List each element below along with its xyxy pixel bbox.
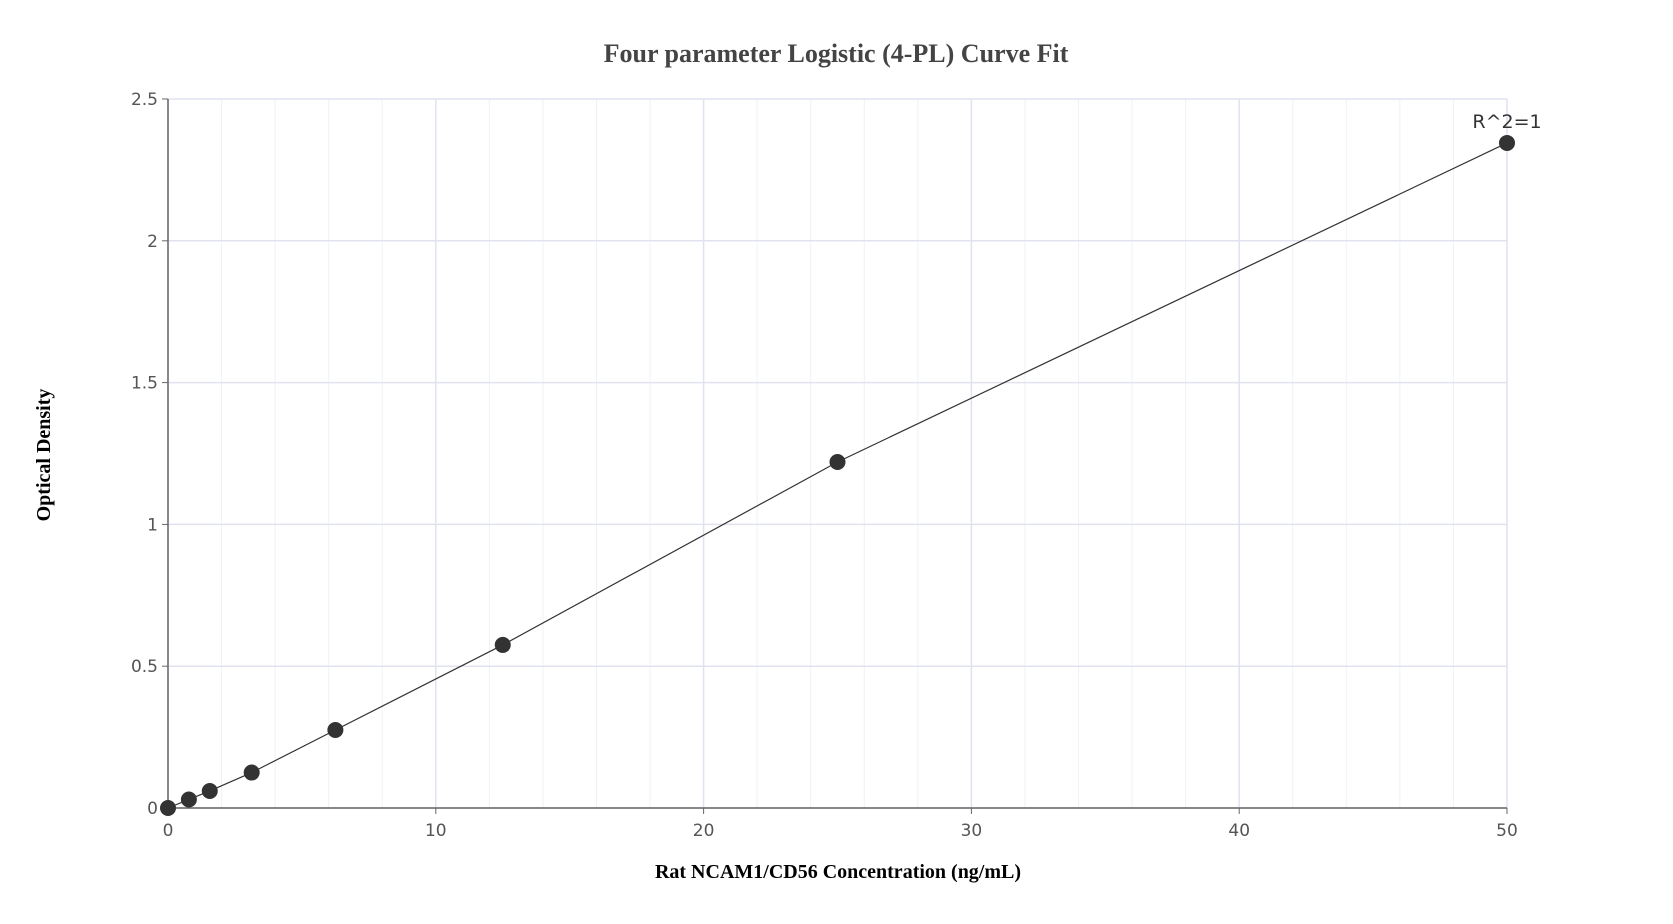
y-tick-label: 0 [147,799,158,819]
y-axis-label: Optical Density [33,389,55,522]
x-tick-label: 30 [961,821,983,841]
x-axis-label: Rat NCAM1/CD56 Concentration (ng/mL) [655,861,1021,883]
y-tick-label: 0.5 [131,657,158,677]
y-tick-label: 2 [147,232,158,252]
data-point [243,764,260,781]
x-tick-label: 10 [425,821,447,841]
chart-title: Four parameter Logistic (4-PL) Curve Fit [604,39,1069,68]
y-tick-label: 1 [147,515,158,535]
data-point [1499,134,1515,151]
r-squared-annotation: R^2=1 [1472,111,1541,133]
x-tick-label: 0 [163,821,174,841]
x-tick-label: 40 [1228,821,1250,841]
marks [160,134,1515,816]
data-point [180,791,197,808]
y-tick-label: 2.5 [131,90,158,110]
data-point [829,454,846,471]
fit-curve [167,142,1508,809]
y-tick-label: 1.5 [131,374,158,394]
data-point [494,636,511,653]
data-point [201,782,218,799]
data-point [327,722,344,739]
grid [167,98,1508,809]
ticks: 0 10 20 30 40 50 0 0.5 1 1.5 2 2.5 [131,90,1518,841]
x-tick-label: 50 [1496,821,1518,841]
x-tick-label: 20 [693,821,715,841]
data-point [160,800,176,816]
